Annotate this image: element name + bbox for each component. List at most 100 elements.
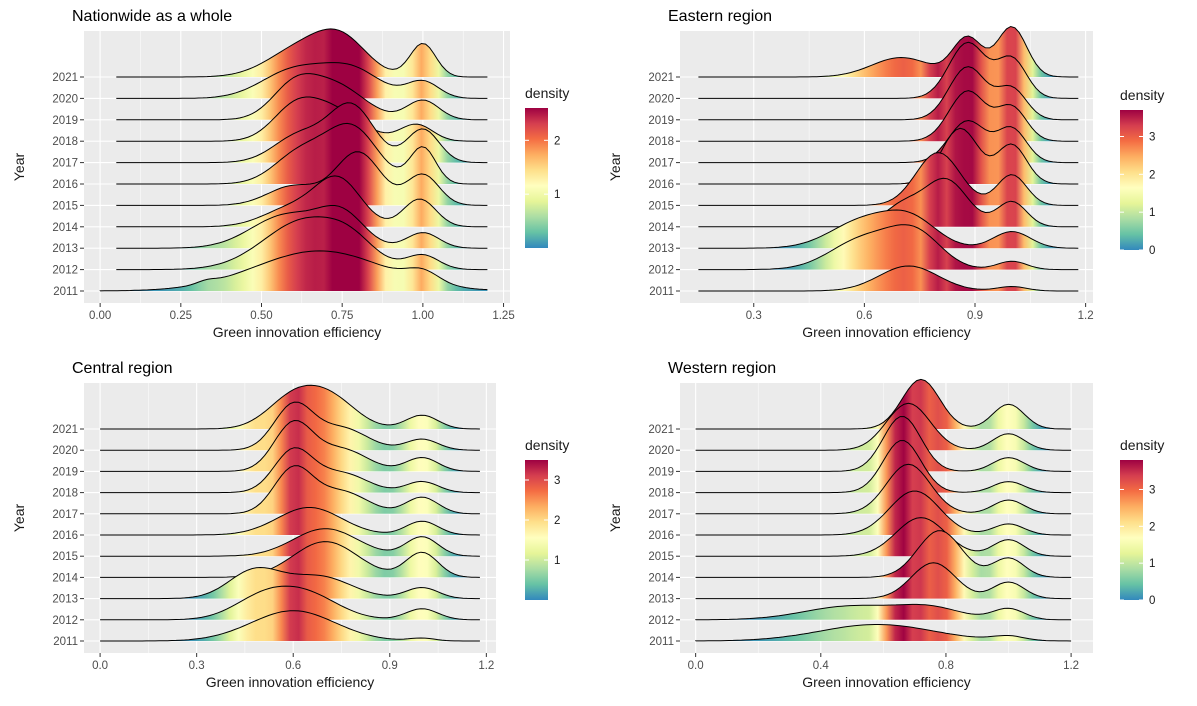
- y-axis-label: Year: [607, 153, 623, 182]
- legend-tick-label: 1: [554, 189, 560, 201]
- y-tick-label: 2020: [648, 445, 674, 457]
- legend-tick-label: 0: [1149, 595, 1155, 607]
- ridge-outline-2015: [116, 151, 488, 206]
- x-axis-label: Green innovation efficiency: [802, 324, 971, 340]
- ridge-outline-2020: [100, 401, 480, 451]
- ridge-2017: [116, 102, 488, 163]
- ridge-outline-2014: [100, 541, 480, 578]
- ridge-2015: [695, 517, 1072, 557]
- x-tick-label: 0.75: [331, 310, 353, 322]
- legend-tick-label: 2: [1149, 169, 1155, 181]
- y-tick-label: 2012: [648, 265, 674, 277]
- panel-4: Western region20112012201320142015201620…: [607, 360, 1164, 690]
- ridge-2012: [698, 224, 1079, 270]
- legend-tick-label: 3: [1149, 131, 1155, 143]
- ridge-2019: [695, 416, 1072, 472]
- ridge-outline-2012: [116, 216, 488, 271]
- y-tick-label: 2016: [648, 179, 674, 191]
- x-axis-label: Green innovation efficiency: [213, 324, 382, 340]
- ridge-outline-2011: [695, 624, 1072, 642]
- x-axis: 0.0 0.4 0.8 1.2 Green innovation efficiency: [688, 653, 1079, 690]
- legend-tick-label: 1: [554, 555, 560, 567]
- y-axis: 2011 2012 2013 2014 2015 2016 2017 2018 2019 2020…: [11, 424, 84, 648]
- ridge-2011: [100, 250, 488, 291]
- ridge-outline-2020: [695, 402, 1072, 451]
- x-axis: 0.0 0.3 0.6 0.9 1.2 Green innovation efficien…: [92, 653, 494, 690]
- ridge-outline-2015: [698, 152, 1079, 206]
- x-tick-label: 0.8: [938, 660, 954, 672]
- panel-2: Eastern region20112012201320142015201620…: [607, 8, 1164, 340]
- legend-title: density: [525, 437, 569, 453]
- ridge-outline-2019: [100, 419, 480, 472]
- y-axis: 2011 2012 2013 2014 2015 2016 2017 2018 2019 2020…: [11, 72, 84, 298]
- ridge-2021: [695, 379, 1072, 429]
- y-tick-label: 2014: [52, 572, 78, 584]
- x-tick-label: 0.3: [746, 310, 762, 322]
- y-tick-label: 2020: [52, 445, 78, 457]
- legend-tick-label: 2: [554, 135, 560, 147]
- y-axis-label: Year: [607, 504, 623, 533]
- ridge-outline-2018: [698, 90, 1079, 142]
- ridge-2012: [116, 216, 488, 270]
- y-axis-label: Year: [11, 153, 27, 182]
- ridge-2014: [695, 530, 1072, 578]
- ridge-outline-2017: [698, 119, 1079, 164]
- ridge-2017: [695, 464, 1072, 514]
- ridge-outline-2018: [695, 440, 1072, 494]
- legend-tick-label: 3: [1149, 484, 1155, 496]
- x-axis-label: Green innovation efficiency: [802, 674, 971, 690]
- legend-title: density: [525, 85, 569, 101]
- ridge-2014: [100, 541, 480, 578]
- y-tick-label: 2015: [648, 551, 674, 563]
- y-tick-label: 2013: [648, 243, 674, 255]
- ridge-outline-2016: [695, 490, 1072, 536]
- y-axis: 2011 2012 2013 2014 2015 2016 2017 2018 2019 2020…: [607, 424, 680, 648]
- legend-title: density: [1120, 87, 1164, 103]
- ridge-outline-2014: [116, 175, 488, 228]
- ridge-2011: [695, 624, 1072, 641]
- ridge-outline-2019: [116, 73, 488, 121]
- ridge-2016: [695, 491, 1072, 535]
- ridge-2016: [100, 507, 480, 535]
- x-tick-label: 0.3: [189, 660, 205, 672]
- panel-title: Eastern region: [668, 8, 772, 25]
- ridge-outline-2019: [698, 66, 1079, 121]
- ridge-outline-2013: [100, 566, 480, 600]
- ridge-2014: [698, 178, 1079, 227]
- y-tick-label: 2019: [52, 115, 78, 127]
- y-tick-label: 2019: [648, 466, 674, 478]
- density-legend: density 0 1 2 3: [1120, 87, 1164, 257]
- x-tick-label: 0.6: [285, 660, 301, 672]
- x-axis-label: Green innovation efficiency: [206, 674, 375, 690]
- ridge-outline-2012: [698, 224, 1079, 271]
- ridges: [698, 25, 1079, 292]
- ridge-outline-2018: [100, 447, 480, 494]
- y-tick-label: 2018: [648, 488, 674, 500]
- legend-colorbar: [525, 108, 548, 248]
- x-tick-label: 0.9: [382, 660, 398, 672]
- y-tick-label: 2019: [648, 115, 674, 127]
- x-tick-label: 1.25: [492, 310, 514, 322]
- y-tick-label: 2011: [649, 636, 674, 648]
- ridge-2019: [116, 73, 488, 120]
- panel-3: Central region20112012201320142015201620…: [11, 360, 569, 690]
- ridge-outline-2015: [100, 528, 480, 557]
- y-tick-label: 2013: [52, 594, 78, 606]
- x-tick-label: 0.6: [856, 310, 872, 322]
- y-tick-label: 2015: [52, 551, 78, 563]
- ridge-2011: [698, 266, 1079, 291]
- x-tick-label: 0.0: [688, 660, 704, 672]
- x-axis: 0.3 0.6 0.9 1.2 Green innovation efficiency: [746, 303, 1094, 340]
- panel-title: Central region: [72, 360, 173, 377]
- ridge-2021: [116, 28, 488, 77]
- ridge-outline-2019: [695, 416, 1072, 472]
- ridge-2017: [100, 465, 480, 514]
- legend-tick-label: 2: [554, 515, 560, 527]
- ridge-outline-2015: [695, 517, 1072, 557]
- x-tick-label: 0.9: [967, 310, 983, 322]
- ridge-2016: [698, 128, 1079, 184]
- x-tick-label: 1.2: [1063, 660, 1079, 672]
- legend-colorbar: [1120, 110, 1143, 250]
- panel-title: Nationwide as a whole: [72, 8, 232, 25]
- ridge-outline-2013: [695, 562, 1072, 600]
